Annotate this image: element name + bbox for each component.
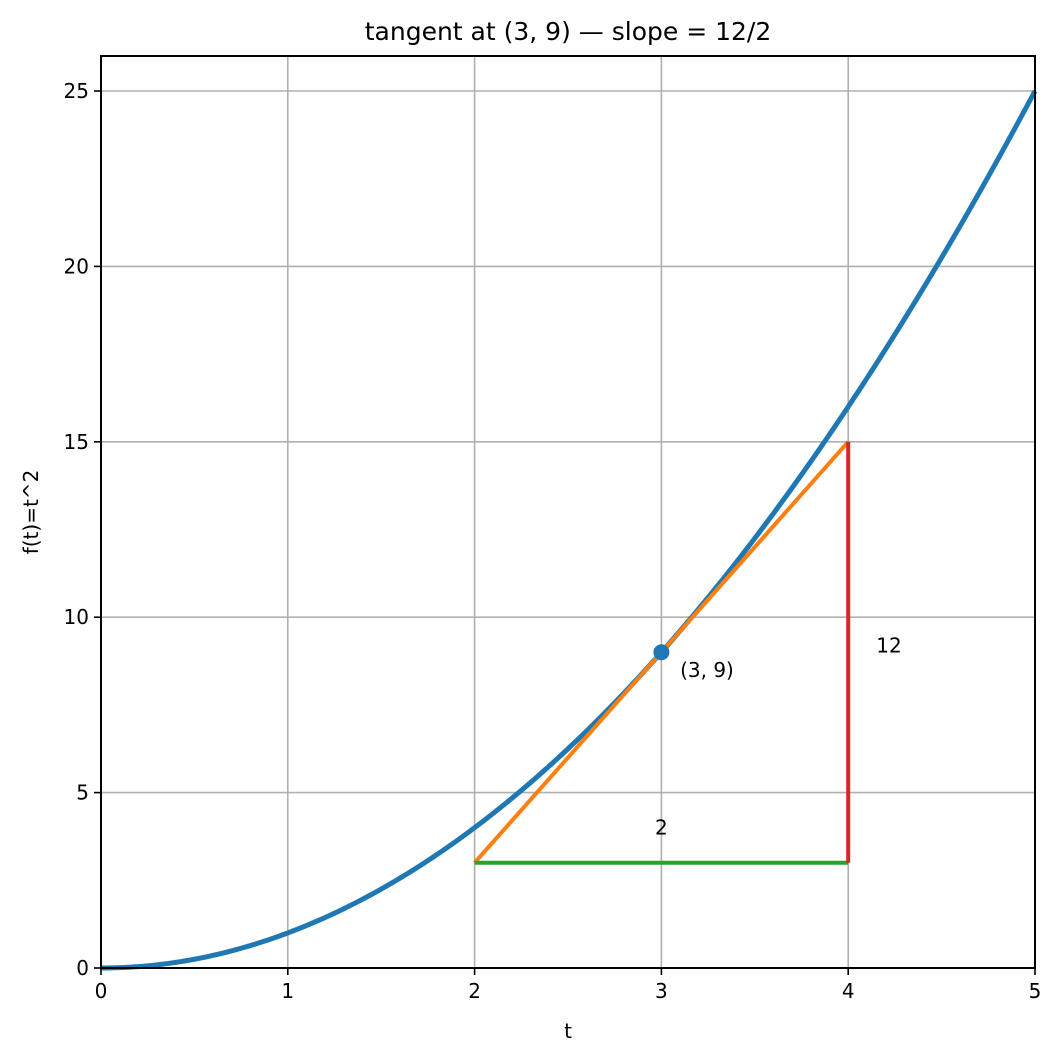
x-tick-label: 2 (468, 979, 481, 1003)
y-tick-label: 10 (64, 605, 89, 629)
plot-series (100, 89, 1038, 971)
y-tick-label: 15 (64, 430, 89, 454)
annotation-label: (3, 9) (680, 658, 734, 682)
y-tick-label: 0 (76, 956, 89, 980)
y-tick-label: 25 (64, 79, 89, 103)
x-tick-label: 3 (655, 979, 668, 1003)
annotation-label: 12 (876, 633, 901, 657)
tangent-point-marker (653, 644, 670, 661)
annotations: (3, 9) 12 2 (655, 633, 902, 839)
y-tick-label: 20 (64, 254, 89, 278)
annotation-label: 2 (655, 816, 668, 840)
x-tick-label: 0 (95, 979, 108, 1003)
curve-f-of-t (100, 89, 1038, 971)
chart-title: tangent at (3, 9) — slope = 12/2 (365, 17, 771, 46)
x-tick-label: 1 (281, 979, 294, 1003)
x-tick-label: 4 (842, 979, 855, 1003)
plot-frame (100, 55, 1036, 969)
x-tick-label: 5 (1029, 979, 1042, 1003)
x-axis-label: t (564, 1019, 572, 1043)
y-axis-label: f(t)=t^2 (19, 470, 43, 555)
y-tick-label: 5 (76, 781, 89, 805)
grid-lines (100, 56, 1036, 969)
